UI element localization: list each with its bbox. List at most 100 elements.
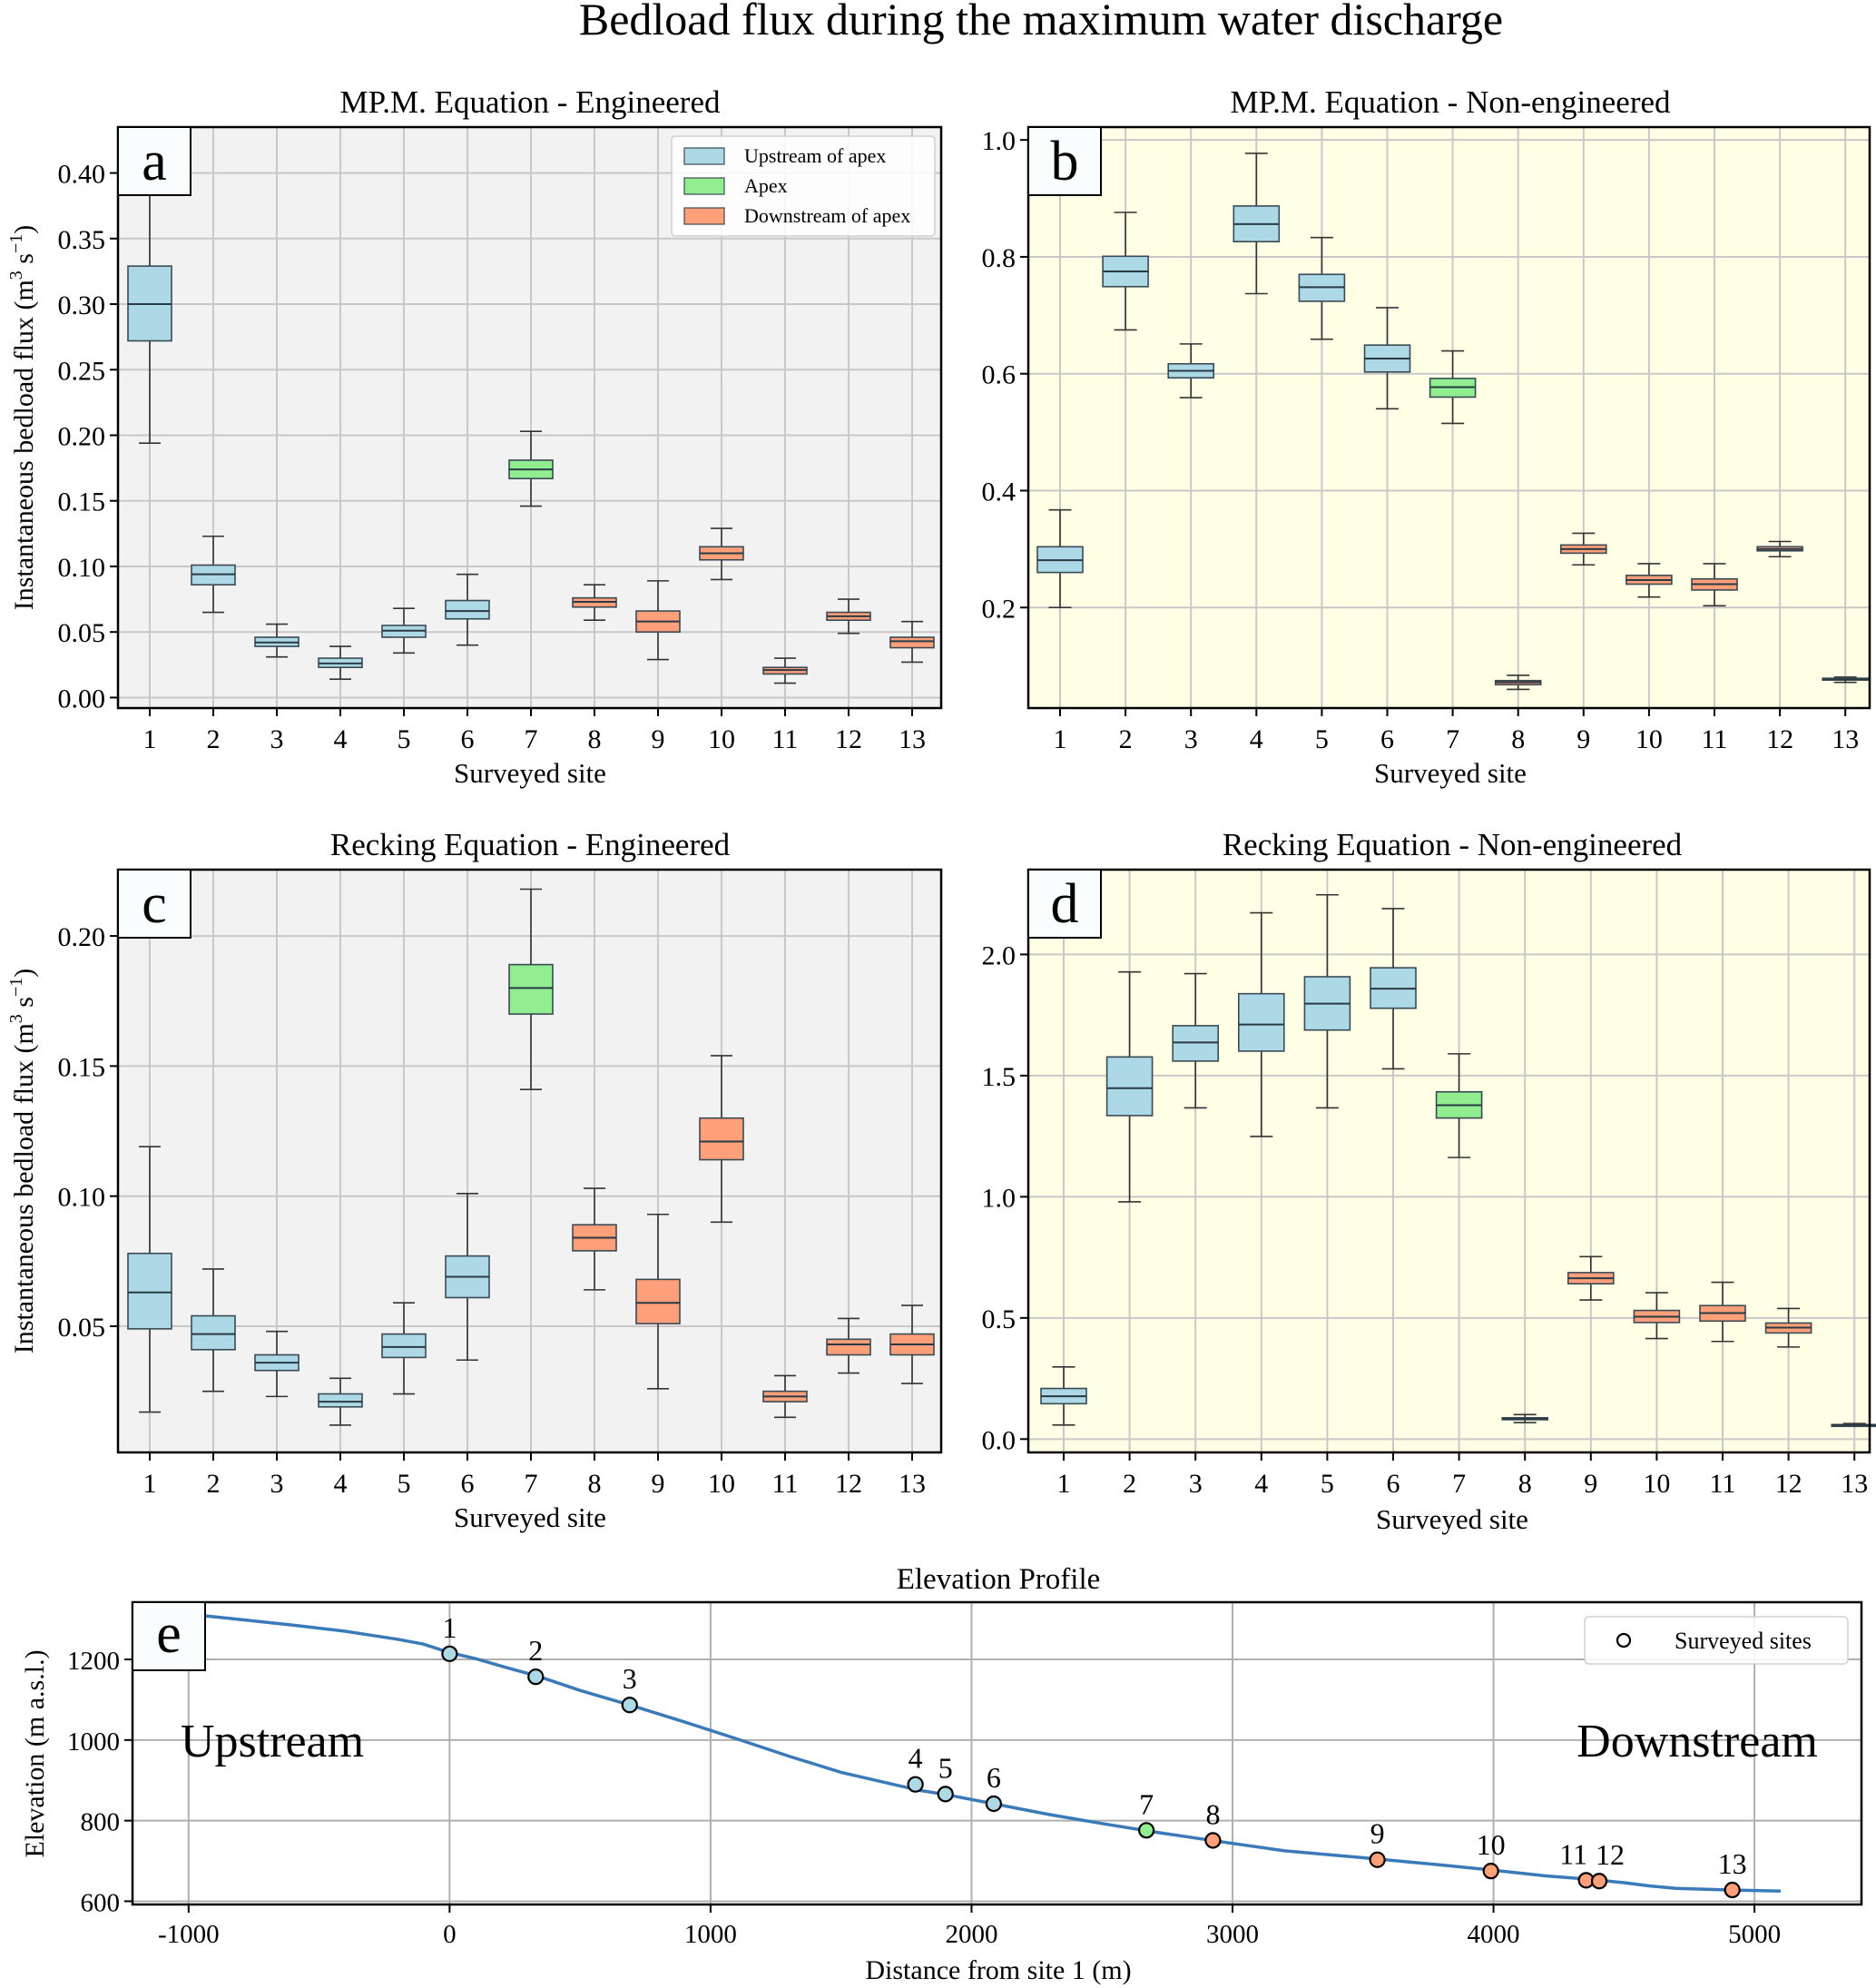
y-tick-label: 0.10 bbox=[58, 1183, 106, 1213]
site-label: 2 bbox=[528, 1634, 543, 1667]
box-site-3 bbox=[254, 1330, 300, 1398]
panel-title: Recking Equation - Non-engineered bbox=[1223, 827, 1683, 862]
surveyed-site-4: 4 bbox=[907, 1742, 924, 1793]
surveyed-site-6: 6 bbox=[985, 1761, 1003, 1813]
x-tick-label: 9 bbox=[1584, 1469, 1597, 1499]
box-site-13 bbox=[889, 620, 935, 664]
box-iqr bbox=[127, 1252, 172, 1330]
x-tick-label: 2000 bbox=[945, 1920, 997, 1949]
x-tick-label: 2 bbox=[207, 724, 221, 754]
y-tick-label: 2.0 bbox=[982, 940, 1017, 970]
y-tick-label: 0.00 bbox=[58, 684, 106, 714]
y-tick-label: 0.5 bbox=[982, 1304, 1017, 1334]
panel-label-box bbox=[1027, 126, 1102, 196]
site-label: 7 bbox=[1139, 1787, 1154, 1820]
box-site-6 bbox=[1363, 307, 1411, 410]
box-site-13 bbox=[889, 1304, 935, 1384]
y-axis-label: Elevation (m a.s.l.) bbox=[20, 1649, 50, 1857]
box-site-2 bbox=[191, 535, 236, 614]
legend-swatch-upstream bbox=[683, 147, 725, 165]
x-tick-label: 13 bbox=[1841, 1469, 1868, 1499]
x-tick-label: 11 bbox=[1702, 724, 1728, 754]
panel-label-box bbox=[1027, 869, 1102, 939]
box-site-8 bbox=[572, 1187, 617, 1291]
y-tick-label: 800 bbox=[81, 1808, 121, 1837]
y-tick-label: 0.25 bbox=[58, 356, 106, 386]
site-label: 10 bbox=[1477, 1828, 1506, 1861]
panel-a: MP.M. Equation - Engineered 0.00 0.05 0.10… bbox=[6, 84, 943, 789]
site-marker bbox=[1138, 1822, 1155, 1839]
x-tick-label: 7 bbox=[1452, 1469, 1466, 1499]
box-site-1 bbox=[1040, 1365, 1087, 1426]
x-tick-label: 11 bbox=[772, 724, 799, 754]
panel-title: MP.M. Equation - Non-engineered bbox=[1230, 84, 1671, 120]
legend: Upstream of apex Apex Downstream of apex bbox=[671, 135, 936, 237]
box-site-9 bbox=[635, 1213, 681, 1390]
legend-label: Surveyed sites bbox=[1675, 1628, 1812, 1654]
box-site-3 bbox=[1167, 343, 1214, 399]
x-tick-label: 4 bbox=[334, 1469, 348, 1499]
x-axis-label: Surveyed site bbox=[1376, 1503, 1528, 1535]
x-axis-label: Surveyed site bbox=[454, 1501, 606, 1533]
annotation-upstream: Upstream bbox=[181, 1716, 364, 1767]
y-tick-label: 0.10 bbox=[58, 553, 106, 583]
x-tick-label: 8 bbox=[1518, 1469, 1532, 1499]
x-tick-label: 5 bbox=[398, 724, 411, 754]
panel-label-box bbox=[117, 126, 192, 196]
y-tick-label: 0.20 bbox=[58, 922, 106, 952]
box-site-5 bbox=[1303, 893, 1351, 1109]
site-label: 12 bbox=[1596, 1838, 1625, 1871]
box-site-2 bbox=[1102, 212, 1149, 331]
x-tick-label: 1 bbox=[1057, 1469, 1071, 1499]
box-site-1 bbox=[1036, 508, 1084, 609]
y-tick-label: 0.05 bbox=[58, 618, 106, 648]
plot-area: 0.000.050.100.150.200.250.300.350.401 2 3 4… bbox=[6, 125, 943, 754]
x-tick-label: 6 bbox=[1380, 724, 1394, 754]
box-site-7 bbox=[1435, 1053, 1483, 1158]
site-label: 3 bbox=[623, 1662, 637, 1695]
site-marker bbox=[937, 1786, 954, 1803]
panel-label: c bbox=[142, 873, 167, 935]
site-label: 8 bbox=[1205, 1797, 1220, 1830]
x-tick-label: 6 bbox=[1387, 1469, 1400, 1499]
y-tick-label: 0.40 bbox=[58, 160, 106, 190]
y-tick-label: 0.2 bbox=[982, 594, 1017, 624]
axes-frame bbox=[131, 1600, 1863, 1906]
x-tick-label: 12 bbox=[835, 1469, 862, 1499]
surveyed-site-7: 7 bbox=[1138, 1787, 1155, 1839]
box-site-9 bbox=[635, 580, 681, 661]
box-site-12 bbox=[826, 598, 871, 635]
x-tick-label: 5000 bbox=[1728, 1920, 1781, 1949]
x-tick-label: 12 bbox=[1766, 724, 1793, 754]
panel-label-box bbox=[132, 1601, 206, 1671]
box-site-11 bbox=[1691, 563, 1738, 607]
plot-area: 0.00.51.01.52.01 2 3 4 5 6 7 8 9 10 11 12 13d bbox=[982, 868, 1876, 1499]
panel-title: Recking Equation - Engineered bbox=[330, 827, 731, 862]
box-site-11 bbox=[762, 1374, 808, 1419]
x-tick-label: 4 bbox=[1250, 724, 1263, 754]
box-site-1 bbox=[127, 165, 172, 444]
x-tick-label: 3000 bbox=[1206, 1920, 1259, 1949]
x-tick-label: 13 bbox=[899, 724, 926, 754]
box-site-5 bbox=[381, 1302, 427, 1395]
box-site-10 bbox=[699, 1055, 744, 1224]
site-label: 1 bbox=[442, 1611, 457, 1644]
box-site-2 bbox=[1105, 970, 1154, 1203]
box-site-7 bbox=[508, 888, 554, 1090]
panel-title: MP.M. Equation - Engineered bbox=[340, 84, 721, 120]
x-tick-label: 7 bbox=[525, 1469, 538, 1499]
x-tick-label: 10 bbox=[1635, 724, 1663, 754]
box-iqr bbox=[826, 1338, 871, 1356]
y-tick-label: 1.5 bbox=[982, 1062, 1017, 1092]
x-tick-label: 1 bbox=[143, 1469, 157, 1499]
axes-frame bbox=[116, 868, 943, 1454]
site-label: 11 bbox=[1559, 1837, 1587, 1870]
box-site-2 bbox=[191, 1268, 236, 1393]
x-tick-label: 13 bbox=[899, 1469, 926, 1499]
site-marker bbox=[1482, 1863, 1499, 1880]
site-marker bbox=[1204, 1832, 1222, 1849]
x-tick-label: 8 bbox=[1511, 724, 1525, 754]
x-tick-label: 3 bbox=[270, 1469, 284, 1499]
box-site-7 bbox=[508, 430, 554, 507]
x-tick-label: 6 bbox=[461, 724, 475, 754]
